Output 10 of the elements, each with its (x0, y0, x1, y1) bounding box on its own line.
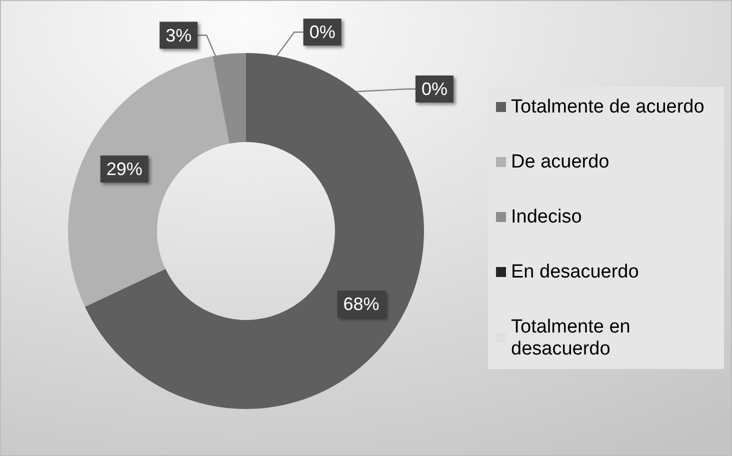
legend-label: Totalmente en desacuerdo (511, 316, 636, 360)
legend-label: En desacuerdo (511, 262, 639, 282)
text: 0% (421, 78, 448, 99)
data-label: 29% (106, 159, 142, 180)
legend-label: De acuerdo (511, 152, 610, 172)
text: 0% (309, 22, 336, 42)
legend-label: Totalmente de acuerdo (511, 96, 704, 118)
data-label: 3% (166, 25, 192, 46)
legend-label: Indeciso (511, 206, 582, 228)
data-label: 68% (343, 294, 380, 314)
